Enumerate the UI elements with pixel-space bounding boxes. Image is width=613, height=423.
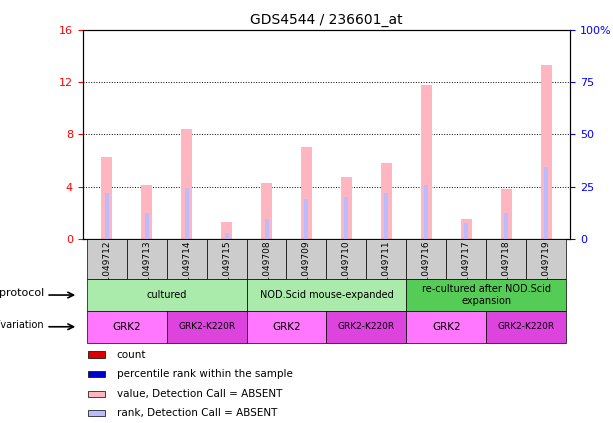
Text: GSM1049715: GSM1049715 [222,240,231,301]
Text: GSM1049712: GSM1049712 [102,240,111,301]
Bar [526,239,566,279]
Bar [406,239,446,279]
Text: GRK2-K220R: GRK2-K220R [178,322,235,331]
Bar [424,184,428,239]
Bar [185,188,189,239]
Bar [221,222,232,239]
Text: genotype/variation: genotype/variation [0,320,44,330]
Bar [141,185,152,239]
Bar [87,279,246,311]
Bar [544,167,548,239]
Bar [246,279,406,311]
Bar [305,199,308,239]
Text: GSM1049709: GSM1049709 [302,240,311,301]
Text: GSM1049717: GSM1049717 [462,240,471,301]
Bar [246,311,327,343]
Bar [87,239,127,279]
Bar [541,65,552,239]
Text: cultured: cultured [147,290,187,300]
Bar [207,239,246,279]
Text: GSM1049718: GSM1049718 [501,240,511,301]
Text: NOD.Scid mouse-expanded: NOD.Scid mouse-expanded [259,290,394,300]
Bar [105,193,109,239]
Text: re-cultured after NOD.Scid
expansion: re-cultured after NOD.Scid expansion [422,284,550,306]
Title: GDS4544 / 236601_at: GDS4544 / 236601_at [250,13,403,27]
Bar [167,311,246,343]
Bar [181,129,192,239]
Bar [501,189,512,239]
Bar [88,371,105,377]
Text: rank, Detection Call = ABSENT: rank, Detection Call = ABSENT [117,408,277,418]
Text: GSM1049713: GSM1049713 [142,240,151,301]
Bar [327,311,406,343]
Text: GRK2: GRK2 [432,322,460,332]
Text: GSM1049716: GSM1049716 [422,240,431,301]
Bar [88,410,105,416]
Text: percentile rank within the sample: percentile rank within the sample [117,369,293,379]
Bar [145,213,149,239]
Bar [264,219,268,239]
Bar [486,239,526,279]
Bar [88,352,105,358]
Text: GSM1049708: GSM1049708 [262,240,271,301]
Bar [421,85,432,239]
Text: GRK2: GRK2 [272,322,301,332]
Bar [464,223,468,239]
Bar [101,157,112,239]
Bar [301,147,312,239]
Bar [127,239,167,279]
Text: GSM1049711: GSM1049711 [382,240,391,301]
Bar [167,239,207,279]
Bar [367,239,406,279]
Bar [246,239,286,279]
Bar [341,178,352,239]
Bar [406,311,486,343]
Text: GSM1049710: GSM1049710 [342,240,351,301]
Bar [460,220,472,239]
Bar [327,239,367,279]
Text: value, Detection Call = ABSENT: value, Detection Call = ABSENT [117,389,282,398]
Bar [345,197,348,239]
Text: GRK2-K220R: GRK2-K220R [498,322,555,331]
Bar [286,239,327,279]
Bar [224,233,229,239]
Bar [504,213,508,239]
Bar [446,239,486,279]
Bar [87,311,167,343]
Text: GRK2-K220R: GRK2-K220R [338,322,395,331]
Text: GRK2: GRK2 [112,322,141,332]
Text: protocol: protocol [0,288,44,299]
Text: GSM1049714: GSM1049714 [182,240,191,301]
Text: GSM1049719: GSM1049719 [542,240,550,301]
Bar [381,163,392,239]
Text: count: count [117,349,147,360]
Bar [88,390,105,397]
Bar [406,279,566,311]
Bar [486,311,566,343]
Bar [384,193,389,239]
Bar [261,183,272,239]
